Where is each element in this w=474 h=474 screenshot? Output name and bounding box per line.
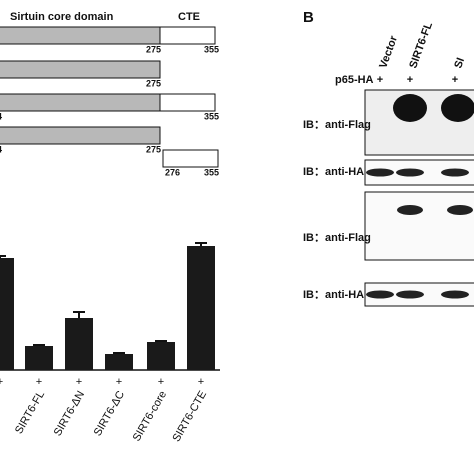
x-tick-label: SIRT6-core <box>131 389 169 444</box>
band <box>397 205 423 215</box>
bar <box>187 246 215 370</box>
core-domain <box>0 60 161 79</box>
start-residue: 4 <box>0 111 2 121</box>
start-residue: 276 <box>165 167 180 177</box>
x-tick-label: SIRT6-ΔN <box>52 389 87 438</box>
cte-domain <box>159 26 216 45</box>
plus-label: + <box>76 376 82 388</box>
plus-label: + <box>158 376 164 388</box>
bar <box>0 258 14 370</box>
cte-label: CTE <box>178 11 200 23</box>
plus-label: + <box>36 376 42 388</box>
lane-label: Vector <box>377 34 400 70</box>
blot-label: IB：anti-Flag <box>303 119 371 131</box>
core-end-residue: 275 <box>146 44 161 54</box>
band <box>366 168 394 177</box>
start-residue: 4 <box>0 144 2 154</box>
core-domain <box>0 26 161 45</box>
cte-domain <box>159 93 216 112</box>
blot <box>364 191 474 261</box>
bar <box>105 354 133 370</box>
plus-label: + <box>198 376 204 388</box>
cte-domain <box>162 149 219 168</box>
band <box>393 94 427 122</box>
row-label: p65-HA <box>335 74 374 86</box>
plus-label: + <box>377 74 383 86</box>
blot-label: IB：anti-HA <box>303 289 364 301</box>
plus-label: + <box>0 376 3 388</box>
band <box>366 290 394 299</box>
band <box>441 168 469 177</box>
plus-label: + <box>116 376 122 388</box>
panel-label: B <box>303 9 314 26</box>
bar <box>147 342 175 370</box>
x-tick-label: SIRT6-CTE <box>170 389 209 444</box>
band <box>447 205 473 215</box>
end-residue: 355 <box>204 44 219 54</box>
end-residue: 355 <box>204 167 219 177</box>
core-domain-label: Sirtuin core domain <box>10 11 114 23</box>
blot-label: IB：anti-Flag <box>303 232 371 244</box>
band <box>396 168 424 177</box>
band <box>441 290 469 299</box>
bar <box>25 346 53 370</box>
plus-label: + <box>407 74 413 86</box>
x-tick-label: SIRT6-FL <box>13 389 47 436</box>
blot-label: IB：anti-HA <box>303 166 364 178</box>
core-domain <box>0 126 161 145</box>
core-end-residue: 275 <box>146 144 161 154</box>
band <box>441 94 474 122</box>
core-end-residue: 275 <box>146 78 161 88</box>
end-residue: 355 <box>204 111 219 121</box>
bar <box>65 318 93 370</box>
lane-label: SI <box>452 56 467 70</box>
x-tick-label: SIRT6-ΔC <box>92 389 127 438</box>
lane-label: SIRT6-FL <box>407 20 435 70</box>
band <box>396 290 424 299</box>
plus-label: + <box>452 74 458 86</box>
core-domain <box>0 93 161 112</box>
